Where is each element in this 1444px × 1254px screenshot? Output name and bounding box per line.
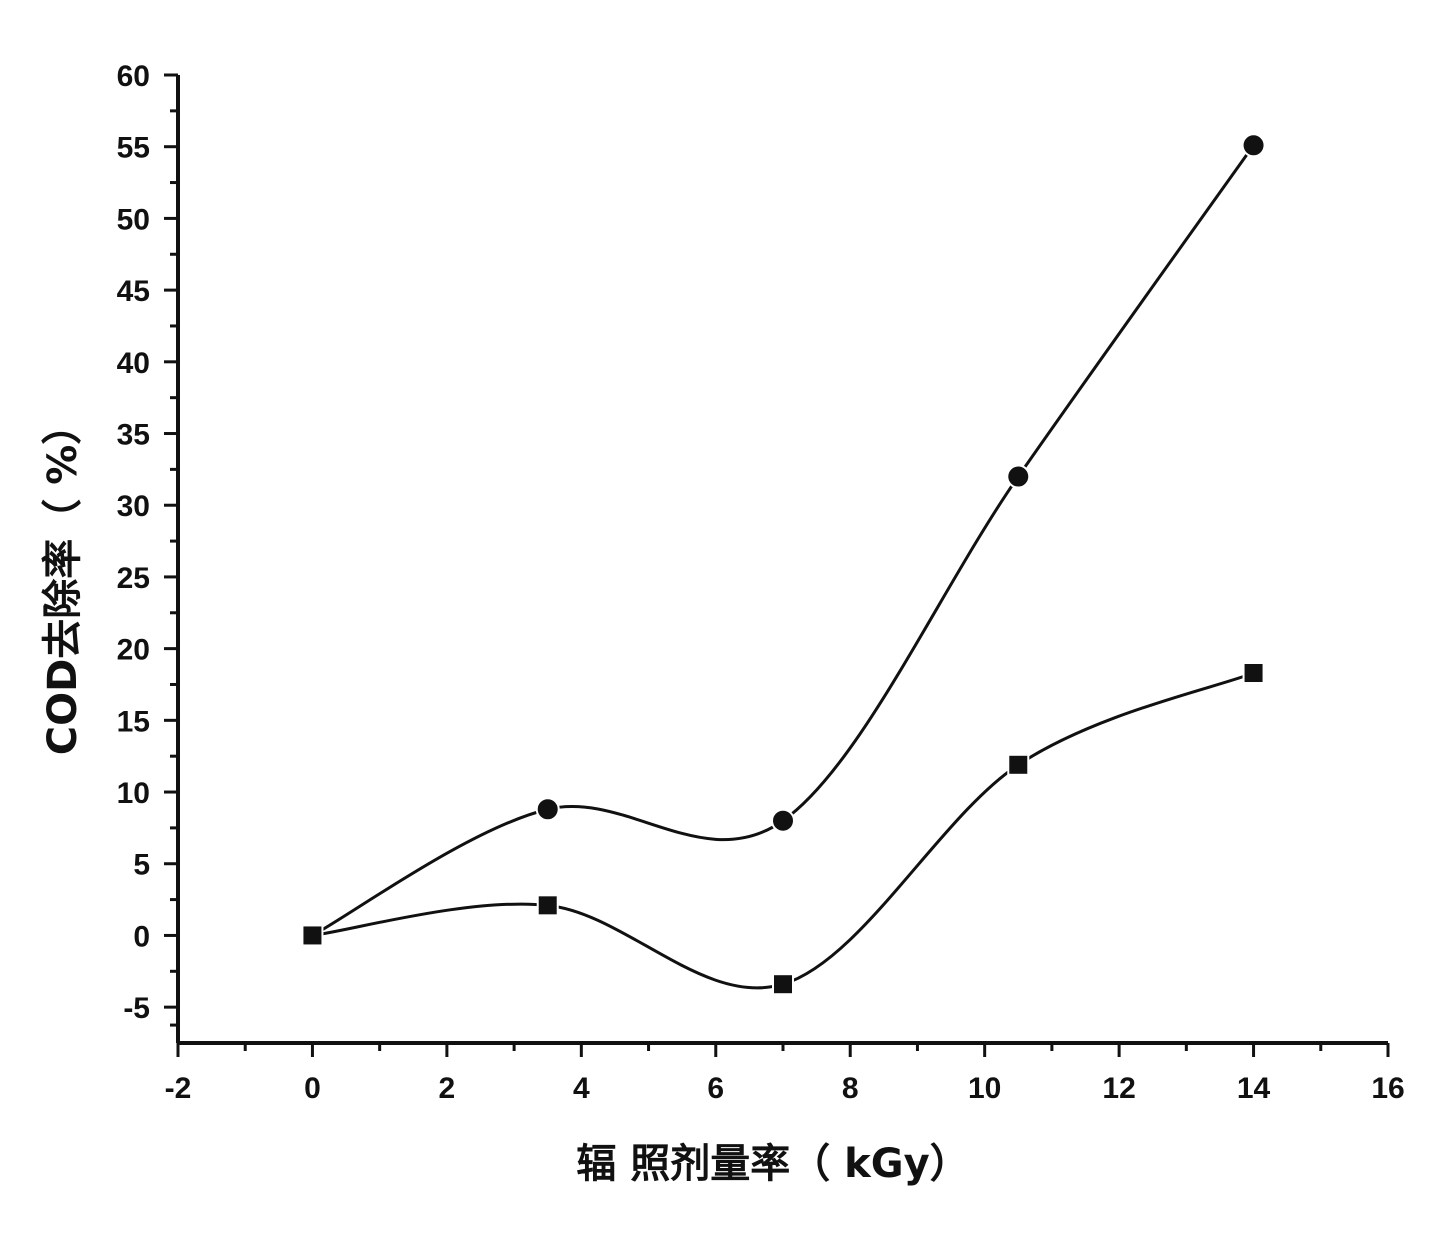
y-tick-label: 0 <box>133 920 150 953</box>
y-tick-label: 35 <box>117 419 150 452</box>
y-tick-label: 10 <box>117 777 150 810</box>
y-tick-label: -5 <box>123 992 150 1025</box>
y-tick-label: 15 <box>117 705 150 738</box>
axes <box>176 75 1388 1045</box>
series-1 <box>301 662 1265 996</box>
x-tick-label: 4 <box>573 1072 590 1105</box>
y-tick-label: 25 <box>117 562 150 595</box>
y-tick-label: 20 <box>117 634 150 667</box>
data-point-circle <box>1241 133 1266 158</box>
y-tick-label: 55 <box>117 132 150 165</box>
x-tick-label: 10 <box>968 1072 1001 1105</box>
y-tick-label: 60 <box>117 60 150 93</box>
y-tick-label: 50 <box>117 203 150 236</box>
x-tick-label: 14 <box>1237 1072 1271 1105</box>
data-point-square <box>536 894 559 917</box>
series-0-line <box>311 144 1255 937</box>
y-tick-label: 40 <box>117 347 150 380</box>
y-tick-label: 5 <box>133 849 150 882</box>
x-tick-label: 16 <box>1371 1072 1404 1105</box>
data-point-square <box>301 924 324 947</box>
data-point-circle <box>535 797 560 822</box>
ticks: -2 0 2 4 6 8 10 12 14 16 -5 0 5 10 15 20 25 30 35 40 45 50 55 6… <box>117 60 1405 1105</box>
x-tick-label: 8 <box>842 1072 859 1105</box>
data-point-circle <box>771 808 795 833</box>
x-tick-label: 12 <box>1102 1072 1135 1105</box>
x-axis-title: 辐 照剂量率（ kGy） <box>576 1141 969 1187</box>
x-tick-label: -2 <box>165 1072 192 1105</box>
series-0 <box>300 133 1266 948</box>
x-tick-label: 2 <box>439 1072 456 1105</box>
y-tick-label: 45 <box>117 275 150 308</box>
y-tick-label: 30 <box>117 490 150 523</box>
data-point-square <box>1007 753 1030 776</box>
x-tick-label: 0 <box>304 1072 321 1105</box>
data-point-square <box>1242 662 1265 685</box>
data-point-circle <box>1006 464 1031 489</box>
y-axis-title: COD去除率（ %） <box>40 405 86 756</box>
x-tick-label: 6 <box>707 1072 724 1105</box>
data-point-square <box>772 973 794 996</box>
series-layer <box>300 133 1266 996</box>
